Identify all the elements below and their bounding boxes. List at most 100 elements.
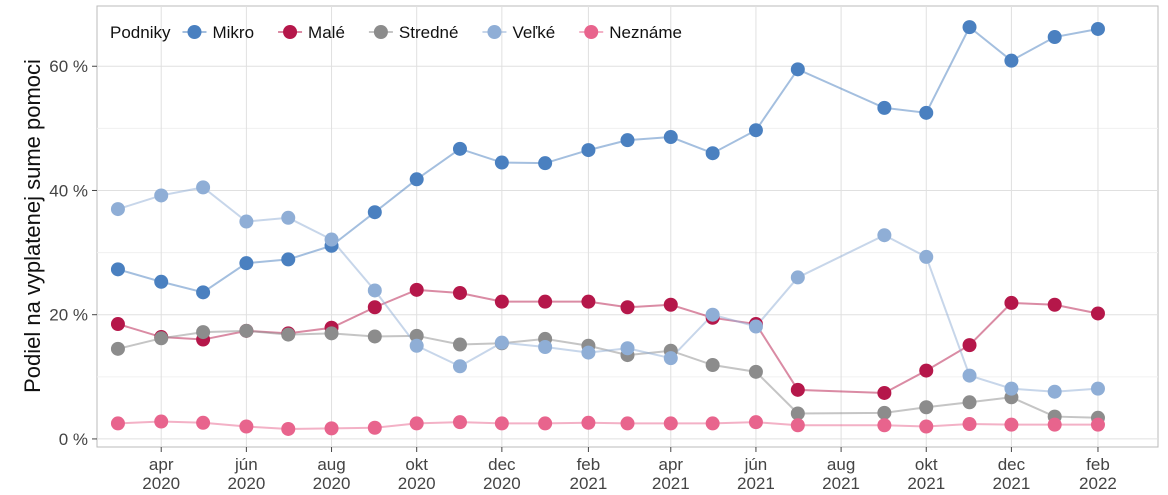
data-point — [1047, 297, 1062, 312]
data-point — [663, 297, 678, 312]
x-tick-label-line: 2020 — [483, 474, 521, 493]
data-point — [705, 358, 720, 373]
data-point — [538, 416, 553, 431]
x-tick-label: dec 2021 — [993, 455, 1031, 493]
legend-key — [283, 25, 298, 39]
x-tick-label-line: 2020 — [398, 474, 436, 493]
data-point — [705, 416, 720, 431]
data-point — [154, 414, 169, 429]
data-point — [409, 282, 424, 297]
data-point — [409, 416, 424, 431]
x-tick-label: aug 2021 — [822, 455, 860, 493]
data-point — [620, 300, 635, 315]
data-point — [196, 415, 211, 430]
data-point — [1090, 381, 1105, 396]
data-point — [367, 420, 382, 435]
data-point — [790, 406, 805, 421]
data-point — [877, 418, 892, 433]
legend-key — [584, 25, 599, 39]
data-point — [110, 317, 125, 332]
data-point — [154, 331, 169, 346]
data-point — [110, 202, 125, 217]
x-tick-label: apr 2021 — [652, 455, 690, 493]
legend-label: Malé — [308, 23, 345, 42]
x-tick-label-line: 2020 — [142, 474, 180, 493]
legend-label: Stredné — [399, 23, 459, 42]
data-point — [538, 156, 553, 171]
data-point — [196, 325, 211, 340]
x-tick-label-line: 2021 — [652, 474, 690, 493]
data-point — [1004, 295, 1019, 310]
y-axis-label: Podiel na vyplatenej sume pomoci — [20, 59, 45, 393]
data-point — [877, 385, 892, 400]
data-point — [620, 341, 635, 356]
x-tick-label: dec 2020 — [483, 455, 521, 493]
data-point — [538, 339, 553, 354]
data-point — [962, 338, 977, 353]
data-point — [1047, 30, 1062, 45]
data-point — [1047, 417, 1062, 432]
y-tick-label: 60 % — [49, 57, 88, 76]
data-point — [367, 300, 382, 315]
x-tick-label-line: aug — [827, 455, 855, 474]
data-point — [919, 363, 934, 378]
x-tick-label-line: 2021 — [569, 474, 607, 493]
data-point — [877, 100, 892, 115]
data-point — [1090, 21, 1105, 36]
data-point — [663, 351, 678, 366]
x-tick-label-line: feb — [1086, 455, 1110, 474]
x-tick-label-line: 2021 — [822, 474, 860, 493]
data-point — [919, 249, 934, 264]
data-point — [1004, 381, 1019, 396]
x-tick-label: feb 2022 — [1079, 455, 1117, 493]
x-tick-label-line: 2021 — [907, 474, 945, 493]
data-point — [705, 146, 720, 161]
legend-title: Podniky — [110, 23, 171, 42]
data-point — [452, 359, 467, 374]
data-point — [790, 62, 805, 77]
data-point — [705, 307, 720, 322]
data-point — [367, 205, 382, 220]
data-point — [962, 395, 977, 410]
x-tick-label: jún 2021 — [737, 455, 775, 493]
data-point — [790, 270, 805, 285]
data-point — [154, 274, 169, 289]
legend-label: Mikro — [212, 23, 254, 42]
data-point — [409, 338, 424, 353]
data-point — [962, 417, 977, 432]
data-point — [324, 232, 339, 247]
data-point — [919, 419, 934, 434]
x-tick-label-line: jún — [234, 455, 258, 474]
legend-label: Neznáme — [609, 23, 682, 42]
data-point — [367, 329, 382, 344]
data-point — [581, 143, 596, 158]
data-point — [452, 415, 467, 430]
data-point — [281, 327, 296, 342]
x-tick-label: jún 2020 — [227, 455, 265, 493]
data-point — [239, 214, 254, 229]
x-tick-label-line: apr — [149, 455, 174, 474]
data-point — [538, 294, 553, 309]
points — [110, 20, 1105, 436]
data-point — [281, 252, 296, 267]
data-point — [452, 141, 467, 156]
data-point — [324, 326, 339, 341]
data-point — [748, 364, 763, 379]
data-point — [409, 172, 424, 187]
data-point — [1004, 53, 1019, 68]
x-tick-label: aug 2020 — [313, 455, 351, 493]
data-point — [110, 262, 125, 277]
x-tick-label-line: 2020 — [227, 474, 265, 493]
data-point — [452, 285, 467, 300]
legend-key — [187, 25, 202, 39]
data-point — [409, 328, 424, 343]
data-point — [1090, 417, 1105, 432]
x-tick-label: feb 2021 — [569, 455, 607, 493]
x-tick-label-line: jún — [744, 455, 768, 474]
data-point — [281, 210, 296, 225]
x-tick-label-line: dec — [998, 455, 1026, 474]
data-point — [494, 416, 509, 431]
data-point — [494, 335, 509, 350]
